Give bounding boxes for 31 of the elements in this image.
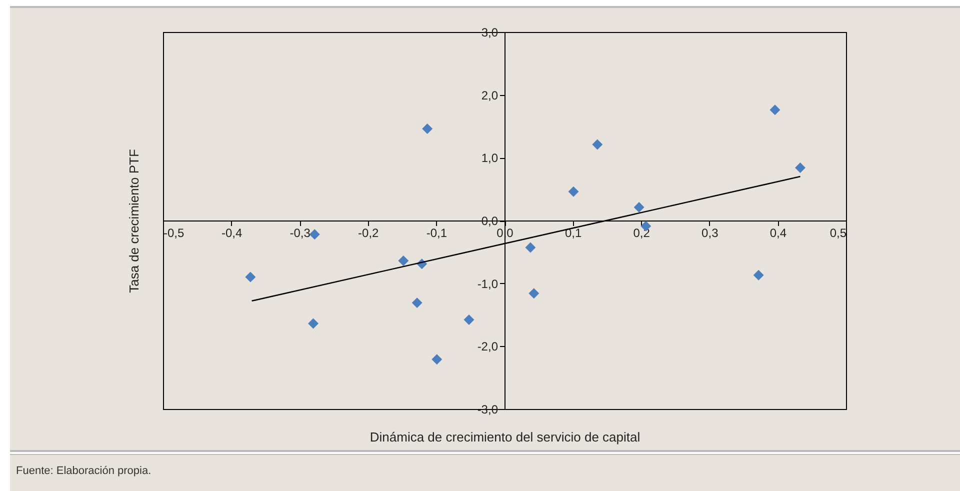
x-tick-label: -0,1 — [426, 226, 448, 240]
y-axis-title: Tasa de crecimiento PTF — [126, 149, 142, 293]
point — [432, 354, 442, 365]
point — [412, 298, 422, 308]
point — [568, 186, 579, 197]
y-tick-label: -2,0 — [477, 340, 498, 354]
x-tick-label: 0,3 — [702, 226, 719, 240]
x-axis-title: Dinámica de crecimiento del servicio de capital — [370, 430, 640, 444]
point — [309, 229, 320, 240]
x-tick-label: 0,5 — [830, 226, 847, 240]
point — [464, 314, 474, 326]
point — [528, 288, 540, 299]
x-tick-label: -0,2 — [358, 226, 380, 240]
x-tick-label: -0,3 — [290, 226, 311, 240]
point — [794, 162, 806, 173]
point — [308, 318, 319, 329]
y-tick-label: 1,0 — [481, 151, 498, 166]
y-tick-label: -1,0 — [477, 276, 498, 291]
point — [525, 242, 536, 253]
x-tick-label: -0,5 — [164, 226, 185, 240]
point — [634, 202, 644, 213]
point — [245, 272, 256, 282]
source-note: Fuente: Elaboración propia. — [16, 465, 152, 477]
point — [770, 104, 780, 116]
point — [398, 255, 409, 266]
x-tick-label: 0,4 — [770, 226, 787, 240]
y-tick-label: 2,0 — [481, 88, 498, 102]
point — [753, 270, 764, 280]
x-tick-label: -0,4 — [221, 226, 242, 240]
point — [592, 139, 603, 150]
point — [422, 124, 433, 134]
